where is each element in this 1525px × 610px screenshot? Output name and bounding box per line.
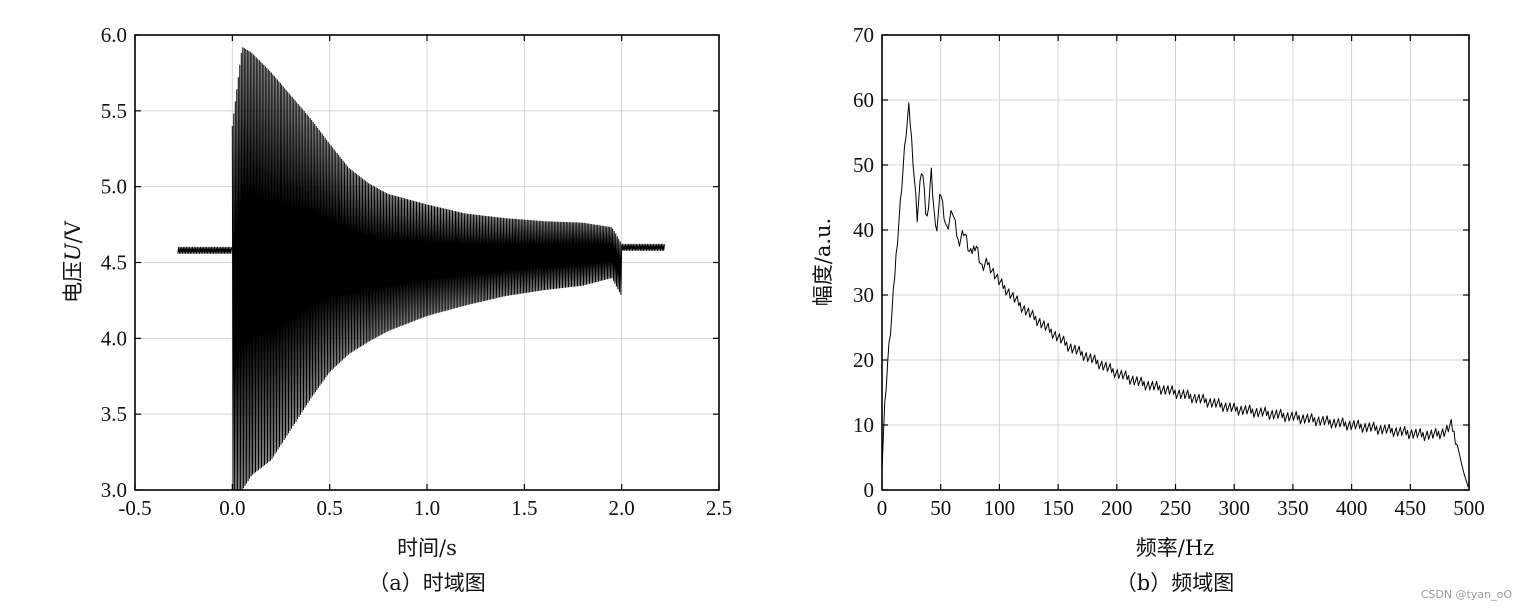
y-tick-label: 3.5 (101, 402, 127, 426)
x-tick-label: 300 (1218, 496, 1250, 520)
y-tick-label: 50 (853, 153, 874, 177)
y-tick-label: 70 (853, 23, 874, 47)
spectrum-line (881, 102, 1469, 488)
y-tick-label: 4.5 (101, 251, 127, 275)
time-domain-plot-frame (134, 34, 720, 491)
y-label-unit: /V (61, 220, 85, 243)
time-domain-x-axis-label: 时间/s (397, 536, 457, 560)
pre-trigger-signal (177, 246, 233, 254)
y-tick-label: 5.0 (101, 175, 127, 199)
time-domain-y-tick-labels: 3.0 3.5 4.0 4.5 5.0 5.5 6.0 (101, 23, 127, 502)
frequency-domain-x-axis-label: 频率/Hz (1136, 536, 1214, 560)
x-tick-label: 500 (1453, 496, 1485, 520)
y-label-prefix: 电压 (61, 261, 85, 303)
time-domain-caption: （a）时域图 (368, 571, 486, 595)
y-tick-label: 6.0 (101, 23, 127, 47)
x-tick-label: 350 (1277, 496, 1309, 520)
x-tick-label: 1.5 (511, 496, 537, 520)
x-tick-label: 150 (1042, 496, 1074, 520)
y-tick-label: 60 (853, 88, 874, 112)
x-tick-label: 400 (1336, 496, 1368, 520)
frequency-domain-y-tick-labels: 0 10 20 30 40 50 60 70 (853, 23, 874, 502)
x-tick-label: 200 (1101, 496, 1133, 520)
frequency-domain-caption: （b）频域图 (1116, 571, 1234, 595)
x-tick-label: 2.0 (609, 496, 635, 520)
x-tick-label: 50 (930, 496, 951, 520)
time-domain-chart: -0.5 0.0 0.5 1.0 1.5 2.0 2.5 3.0 3.5 4.0 4.5 5.0 5.… (61, 23, 732, 595)
x-tick-label: 2.5 (706, 496, 732, 520)
x-tick-label: 1.0 (414, 496, 440, 520)
watermark: CSDN @tyan_oO (1421, 588, 1513, 601)
y-label-variable: U (61, 242, 85, 261)
y-tick-label: 4.0 (101, 326, 127, 350)
x-tick-label: 250 (1160, 496, 1192, 520)
frequency-domain-x-tick-labels: 0 50 100 150 200 250 300 350 400 450 500 (877, 496, 1485, 520)
time-domain-x-tick-labels: -0.5 0.0 0.5 1.0 1.5 2.0 2.5 (118, 496, 732, 520)
y-tick-label: 3.0 (101, 478, 127, 502)
x-tick-label: 0.0 (219, 496, 245, 520)
y-tick-label: 40 (853, 218, 874, 242)
oscillation-signal (231, 47, 623, 491)
x-tick-label: 0 (877, 496, 888, 520)
y-tick-label: 5.5 (101, 99, 127, 123)
time-domain-series (177, 47, 665, 491)
x-tick-label: -0.5 (118, 496, 151, 520)
post-burst-signal (621, 243, 665, 251)
frequency-domain-chart: 0 50 100 150 200 250 300 350 400 450 500 0 10 20 30 40… (811, 23, 1485, 595)
frequency-domain-series (881, 102, 1469, 488)
x-tick-label: 100 (984, 496, 1016, 520)
y-tick-label: 30 (853, 283, 874, 307)
x-tick-label: 0.5 (317, 496, 343, 520)
time-domain-y-axis-label: 电压U/V (61, 220, 85, 303)
y-tick-label: 0 (864, 478, 875, 502)
y-tick-label: 10 (853, 413, 874, 437)
x-tick-label: 450 (1395, 496, 1427, 520)
frequency-domain-y-axis-label: 幅度/a.u. (811, 218, 835, 306)
y-tick-label: 20 (853, 348, 874, 372)
frequency-domain-plot-frame (881, 34, 1470, 491)
frequency-domain-grid (882, 35, 1469, 490)
